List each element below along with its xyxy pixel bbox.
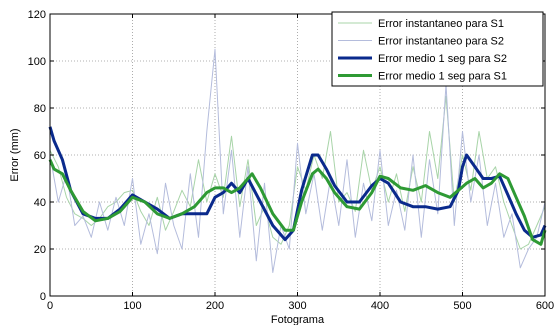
y-tick-label: 40 — [34, 197, 46, 209]
ticks: 0 100 200 300 400 500 600 0 20 40 60 80 100 120 — [28, 9, 555, 312]
legend-entry-label: Error medio 1 seg para S2 — [378, 53, 507, 65]
legend: Error instantaneo para S1 Error instantan… — [331, 11, 544, 87]
x-tick-label: 0 — [47, 300, 53, 312]
y-tick-label: 20 — [34, 244, 46, 256]
series-line-2 — [49, 48, 546, 273]
x-tick-label: 500 — [453, 300, 471, 312]
y-tick-label: 120 — [28, 9, 46, 21]
y-tick-label: 60 — [34, 150, 46, 162]
legend-entry-label: Error medio 1 seg para S1 — [378, 71, 507, 83]
legend-items: Error instantaneo para S1 Error instantan… — [338, 18, 507, 83]
x-tick-label: 200 — [206, 300, 224, 312]
series-line-4 — [48, 159, 547, 246]
legend-box — [331, 11, 544, 87]
x-tick-label: 100 — [123, 300, 141, 312]
x-axis-label: Fotograma — [271, 314, 325, 325]
x-tick-label: 400 — [371, 300, 389, 312]
x-tick-label: 600 — [536, 300, 554, 312]
y-tick-label: 80 — [34, 103, 46, 115]
series-line-1 — [49, 95, 546, 250]
y-axis-label: Error (mm) — [9, 128, 21, 181]
x-tick-label: 300 — [288, 300, 306, 312]
y-tick-label: 0 — [40, 291, 46, 303]
legend-entry-label: Error instantaneo para S1 — [378, 18, 504, 30]
legend-entry-label: Error instantaneo para S2 — [378, 36, 504, 48]
series-layer — [48, 48, 547, 273]
y-tick-label: 100 — [28, 56, 46, 68]
